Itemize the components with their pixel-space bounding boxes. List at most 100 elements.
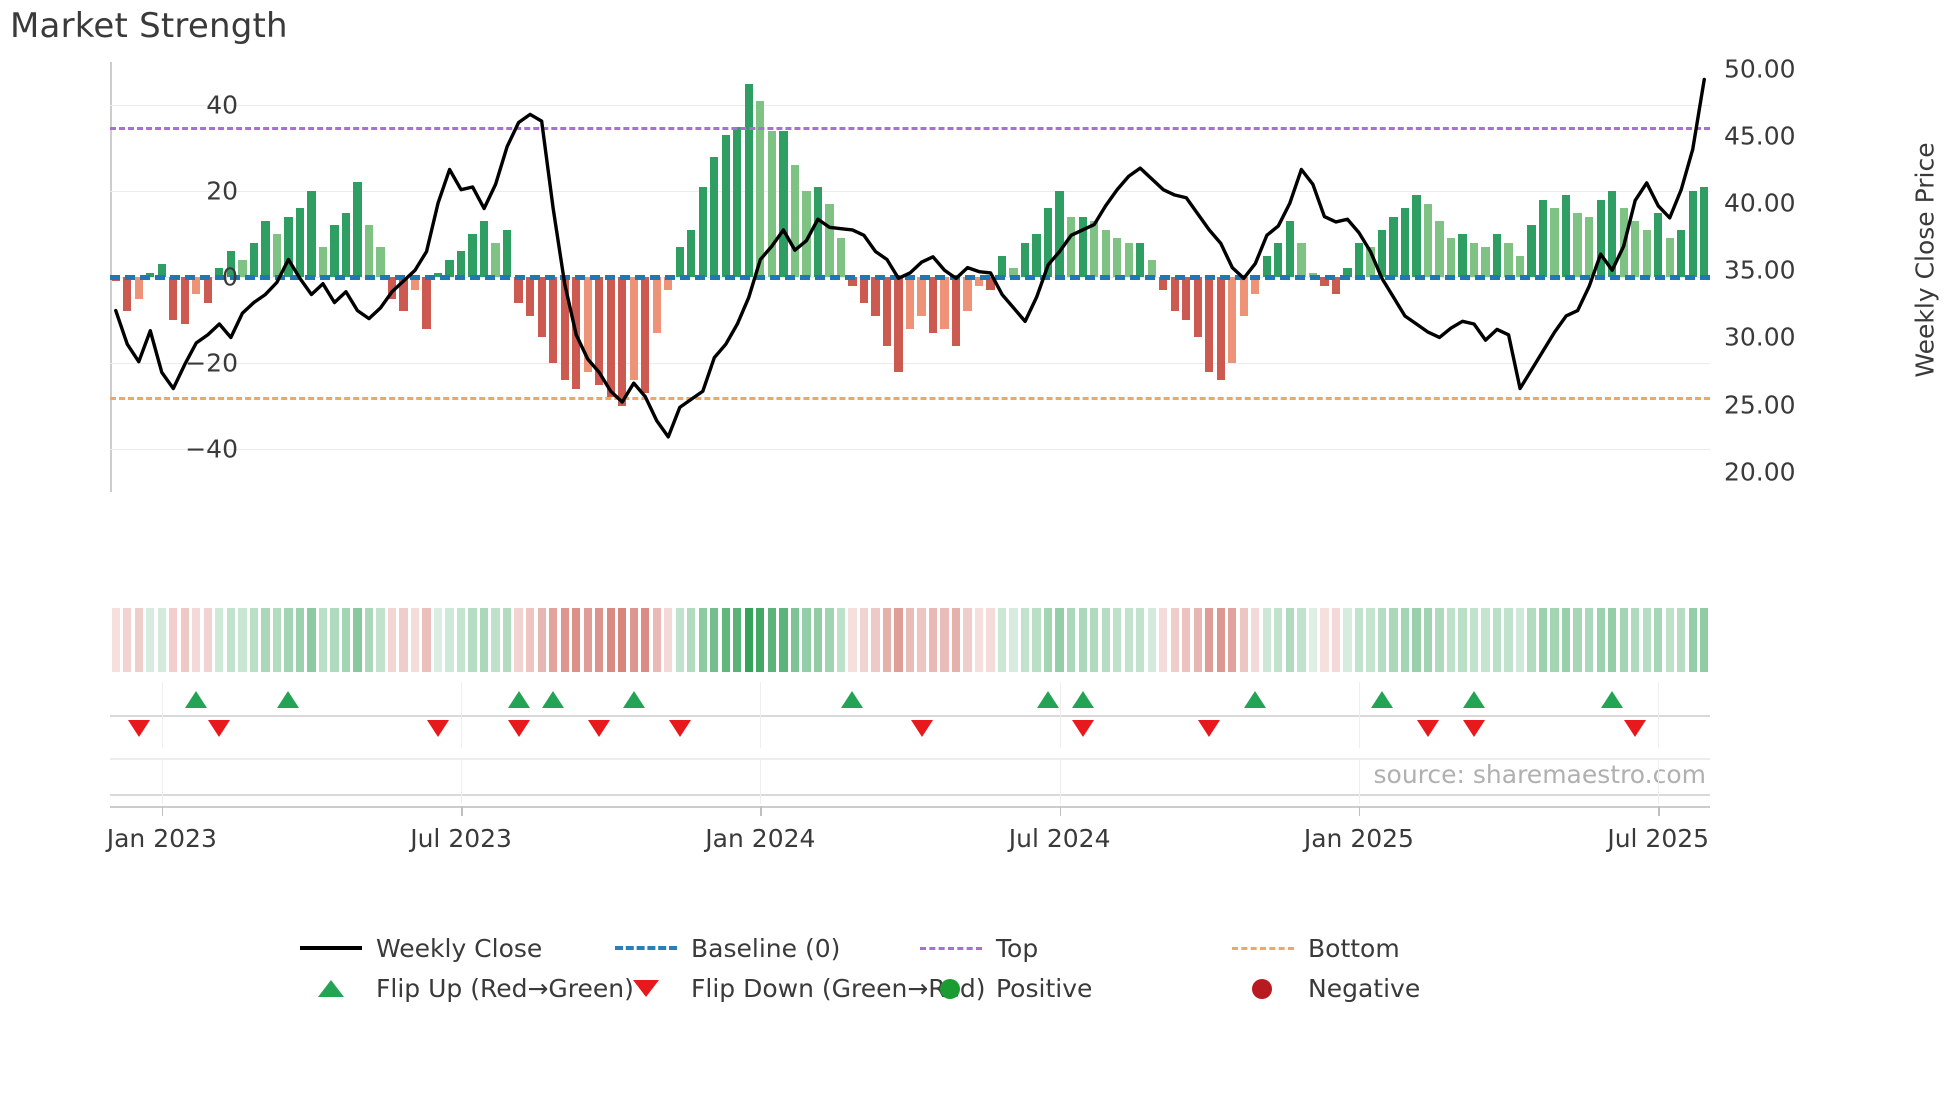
heatmap-cell [215,608,224,672]
panel-guide [760,758,762,804]
strength-bar [997,255,1007,277]
strength-bar [1642,229,1651,277]
chart-legend: Weekly Close Baseline (0) Top Bottom Fli… [300,928,1680,1008]
legend-item-top[interactable]: Top [920,928,1038,968]
strength-bar [341,212,351,277]
flip-up-marker [1601,691,1624,708]
strength-heatmap-strip [110,608,1710,672]
heatmap-cell [479,608,489,672]
x-axis-tick-mark [161,806,164,816]
strength-bar [894,277,903,372]
x-axis-tick-label: Jul 2025 [1607,824,1710,853]
strength-bar [272,234,282,277]
flip-up-marker [622,691,645,708]
heatmap-cell [330,608,339,672]
heatmap-cell [1101,608,1110,672]
legend-item-bottom[interactable]: Bottom [1232,928,1400,968]
strength-bar [1055,191,1064,277]
strength-bar [203,277,212,303]
heatmap-cell [261,608,270,672]
strength-bar [491,242,500,277]
heatmap-cell [1642,608,1651,672]
gridline [110,105,1710,106]
heatmap-cell [629,608,638,672]
heatmap-cell [583,608,592,672]
heatmap-cell [1193,608,1202,672]
circle-negative-icon [1232,975,1294,1001]
flip-up-marker [277,691,300,708]
flip-down-marker [208,720,231,737]
legend-item-positive[interactable]: Positive [920,968,1092,1008]
x-axis: Jan 2023 Jul 2023 Jan 2024 Jul 2024 Jan 2025… [107,806,1710,866]
reference-line-bottom [110,397,1710,401]
heatmap-cell [790,608,800,672]
heatmap-cell [997,608,1007,672]
x-axis-tick-mark [1658,806,1660,816]
strength-bar [710,156,719,277]
heatmap-cell [157,608,166,672]
heatmap-cell [1700,608,1709,672]
heatmap-cell [433,608,443,672]
legend-item-flip-up[interactable]: Flip Up (Red→Green) [300,968,634,1008]
heatmap-cell [468,608,477,672]
panel-guide [1059,682,1061,748]
legend-item-baseline[interactable]: Baseline (0) [615,928,840,968]
heatmap-cell [1216,608,1225,672]
legend-item-weekly-close[interactable]: Weekly Close [300,928,542,968]
triangle-up-icon [300,975,362,1001]
strength-bar [1688,191,1697,277]
heatmap-cell [1412,608,1421,672]
legend-item-negative[interactable]: Negative [1232,968,1420,1008]
heatmap-cell [606,608,615,672]
strength-bar [756,100,765,277]
heatmap-cell [526,608,535,672]
heatmap-cell [1331,608,1341,672]
panel-guide [1358,682,1360,748]
strength-bar [526,277,535,316]
strength-bar [963,277,972,312]
heatmap-cell [1435,608,1444,672]
legend-item-flip-down[interactable]: Flip Down (Green→Red) [615,968,986,1008]
strength-bar [537,277,546,338]
strength-bar [986,277,995,290]
strength-bar [1308,272,1317,277]
strength-bar [744,83,753,277]
flip-markers-panel [110,682,1710,748]
y-axis-right-tick: 40.00 [1724,188,1796,218]
heatmap-cell [802,608,811,672]
heatmap-cell [1366,608,1375,672]
line-dashed-icon [615,935,677,961]
heatmap-cell [1573,608,1582,672]
flip-down-marker [1463,720,1486,737]
strength-bar [652,277,661,333]
heatmap-cell [537,608,546,672]
legend-row-2: Flip Up (Red→Green) Flip Down (Green→Red… [300,968,1680,1008]
legend-row-1: Weekly Close Baseline (0) Top Bottom [300,928,1680,968]
heatmap-cell [1205,608,1214,672]
panel-guide [1358,758,1360,804]
heatmap-cell [410,608,420,672]
heatmap-cell [1515,608,1525,672]
heatmap-cell [1032,608,1041,672]
strength-bar [1032,234,1041,277]
y-axis-left-tick: 40 [206,90,238,120]
heatmap-cell [1561,608,1571,672]
strength-bar [583,277,592,372]
strength-bar [387,277,397,299]
strength-bar [399,277,408,312]
strength-bar [1435,221,1444,277]
strength-bar [1354,242,1364,277]
heatmap-cell [111,608,120,672]
strength-bar [905,277,915,329]
panel-guide [1658,758,1660,804]
x-axis-line [110,806,1710,808]
heatmap-cell [1608,608,1617,672]
heatmap-cell [1527,608,1536,672]
heatmap-cell [1400,608,1410,672]
strength-bar [1101,229,1110,277]
reference-line-baseline-0 [110,275,1710,280]
heatmap-cell [295,608,305,672]
heatmap-cell [307,608,316,672]
strength-bar [1366,246,1375,277]
panel-guide [1658,682,1660,748]
